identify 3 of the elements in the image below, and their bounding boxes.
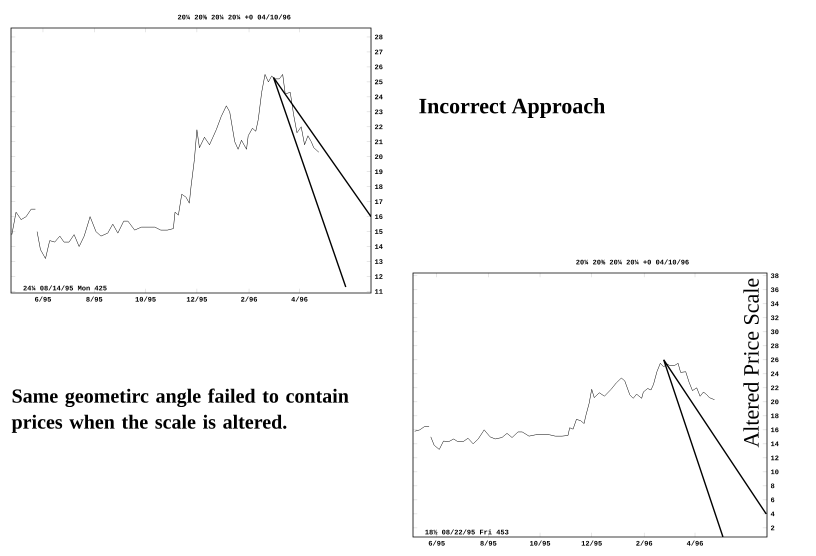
text: Incorrect Approach <box>419 98 605 118</box>
text: Same geometirc angle failed to contain prices when the scale is altered. <box>12 388 349 433</box>
y-axis-title: Altered Price Scale <box>743 278 759 448</box>
